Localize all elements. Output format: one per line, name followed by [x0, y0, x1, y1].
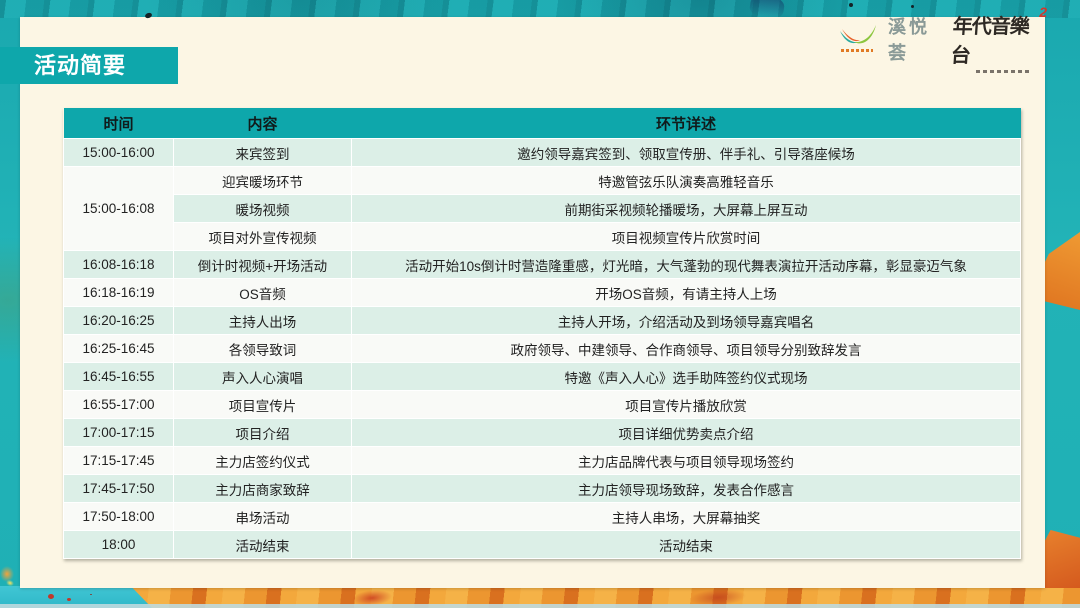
header-detail: 环节详述 [351, 108, 1021, 139]
brand-name: 溪悦荟 [888, 17, 930, 63]
calligraphy-red-mark: 2 [1039, 4, 1047, 20]
table-row: 16:45-16:55 声入人心演唱 特邀《声入人心》选手助阵签约仪式现场 [63, 362, 1021, 391]
content-cell: 活动结束 [173, 530, 352, 559]
detail-cell: 开场OS音频，有请主持人上场 [351, 278, 1021, 307]
content-cell: 倒计时视频+开场活动 [173, 250, 352, 279]
table-row: 16:55-17:00 项目宣传片 项目宣传片播放欣赏 [63, 390, 1021, 419]
table-row: 15:00-16:00 来宾签到 邀约领导嘉宾签到、领取宣传册、伴手礼、引导落座候场 [63, 138, 1021, 167]
calligraphy-mark: 年代音樂台 2 [950, 4, 1047, 73]
time-cell: 17:15-17:45 [63, 446, 174, 475]
detail-cell: 特邀管弦乐队演奏高雅轻音乐 [351, 166, 1021, 195]
table-row: 18:00 活动结束 活动结束 [63, 530, 1021, 559]
time-cell: 16:08-16:18 [63, 250, 174, 279]
time-cell: 16:45-16:55 [63, 362, 174, 391]
detail-cell: 主持人开场，介绍活动及到场领导嘉宾唱名 [351, 306, 1021, 335]
brand-logos: 溪悦荟 年代音樂台 2 [838, 4, 1047, 73]
schedule-table-wrap: 时间 内容 环节详述 15:00-16:00 来宾签到 邀约领导嘉宾签到、领取宣传册… [63, 108, 1021, 559]
paint-right-orange-patch [1042, 232, 1080, 310]
content-cell: 各领导致词 [173, 334, 352, 363]
content-cell: 声入人心演唱 [173, 362, 352, 391]
detail-cell: 主力店品牌代表与项目领导现场签约 [351, 446, 1021, 475]
swoosh-subtext-mark [841, 49, 873, 52]
table-row: 暖场视频 前期街采视频轮播暖场，大屏幕上屏互动 [64, 194, 1021, 223]
calligraphy-subtext-mark [975, 70, 1032, 73]
table-row: 16:08-16:18 倒计时视频+开场活动 活动开始10s倒计时营造隆重感，灯光暗… [63, 250, 1021, 279]
detail-cell: 活动开始10s倒计时营造隆重感，灯光暗，大气蓬勃的现代舞表演拉开活动序幕，彰显豪… [351, 250, 1021, 279]
brand-swoosh-icon [838, 23, 878, 55]
table-row: 16:20-16:25 主持人出场 主持人开场，介绍活动及到场领导嘉宾唱名 [63, 306, 1021, 335]
content-cell: 串场活动 [173, 502, 352, 531]
time-cell: 16:55-17:00 [63, 390, 174, 419]
time-cell: 15:00-16:08 [63, 166, 174, 251]
detail-cell: 邀约领导嘉宾签到、领取宣传册、伴手礼、引导落座候场 [351, 138, 1021, 167]
paint-top-streaks [0, 0, 1080, 18]
paint-orange-speck [0, 566, 14, 582]
header-content: 内容 [173, 108, 352, 139]
time-cell: 17:50-18:00 [63, 502, 174, 531]
detail-cell: 项目详细优势卖点介绍 [351, 418, 1021, 447]
content-cell: 项目对外宣传视频 [173, 222, 352, 251]
detail-cell: 前期街采视频轮播暖场，大屏幕上屏互动 [351, 194, 1021, 223]
content-cell: OS音频 [173, 278, 352, 307]
table-row: 17:00-17:15 项目介绍 项目详细优势卖点介绍 [63, 418, 1021, 447]
paint-black-speck [849, 3, 853, 7]
schedule-table: 时间 内容 环节详述 15:00-16:00 来宾签到 邀约领导嘉宾签到、领取宣传册… [63, 108, 1021, 559]
content-cell: 主力店商家致辞 [173, 474, 352, 503]
paint-black-speck [911, 5, 914, 8]
detail-cell: 项目视频宣传片欣赏时间 [351, 222, 1021, 251]
time-cell: 17:00-17:15 [63, 418, 174, 447]
time-cell: 16:25-16:45 [63, 334, 174, 363]
paint-bottom-pale-line [0, 604, 1080, 608]
time-cell: 15:00-16:00 [63, 138, 174, 167]
table-row: 项目对外宣传视频 项目视频宣传片欣赏时间 [64, 222, 1021, 251]
table-row: 17:45-17:50 主力店商家致辞 主力店领导现场致辞，发表合作感言 [63, 474, 1021, 503]
detail-cell: 主持人串场，大屏幕抽奖 [351, 502, 1021, 531]
time-cell: 18:00 [63, 530, 174, 559]
paint-red-specks [48, 594, 54, 599]
content-cell: 暖场视频 [173, 194, 352, 223]
content-cell: 主力店签约仪式 [173, 446, 352, 475]
time-cell: 16:18-16:19 [63, 278, 174, 307]
slide-card: 溪悦荟 年代音樂台 2 时间 内容 环节详述 15:00-16:00 来宾签到 邀约… [20, 4, 1047, 588]
table-row: 17:15-17:45 主力店签约仪式 主力店品牌代表与项目领导现场签约 [63, 446, 1021, 475]
detail-cell: 政府领导、中建领导、合作商领导、项目领导分别致辞发言 [351, 334, 1021, 363]
time-cell: 17:45-17:50 [63, 474, 174, 503]
content-cell: 项目宣传片 [173, 390, 352, 419]
paint-bottom-cyan-patch [0, 586, 152, 608]
table-row: 15:00-16:08 迎宾暖场环节 特邀管弦乐队演奏高雅轻音乐 [63, 166, 1021, 251]
table-row: 17:50-18:00 串场活动 主持人串场，大屏幕抽奖 [63, 502, 1021, 531]
time-cell: 16:20-16:25 [63, 306, 174, 335]
table-row: 16:18-16:19 OS音频 开场OS音频，有请主持人上场 [63, 278, 1021, 307]
table-header-row: 时间 内容 环节详述 [63, 108, 1021, 139]
content-cell: 主持人出场 [173, 306, 352, 335]
content-cell: 项目介绍 [173, 418, 352, 447]
paint-yellow-speck [5, 578, 15, 588]
content-cell: 来宾签到 [173, 138, 352, 167]
page-title: 活动简要 [0, 47, 178, 84]
detail-cell: 活动结束 [351, 530, 1021, 559]
detail-cell: 项目宣传片播放欣赏 [351, 390, 1021, 419]
header-time: 时间 [63, 108, 174, 139]
detail-cell: 特邀《声入人心》选手助阵签约仪式现场 [351, 362, 1021, 391]
detail-cell: 主力店领导现场致辞，发表合作感言 [351, 474, 1021, 503]
paint-bottom-orange-strip [0, 588, 1080, 608]
table-row: 16:25-16:45 各领导致词 政府领导、中建领导、合作商领导、项目领导分别致辞… [63, 334, 1021, 363]
content-cell: 迎宾暖场环节 [173, 166, 352, 195]
